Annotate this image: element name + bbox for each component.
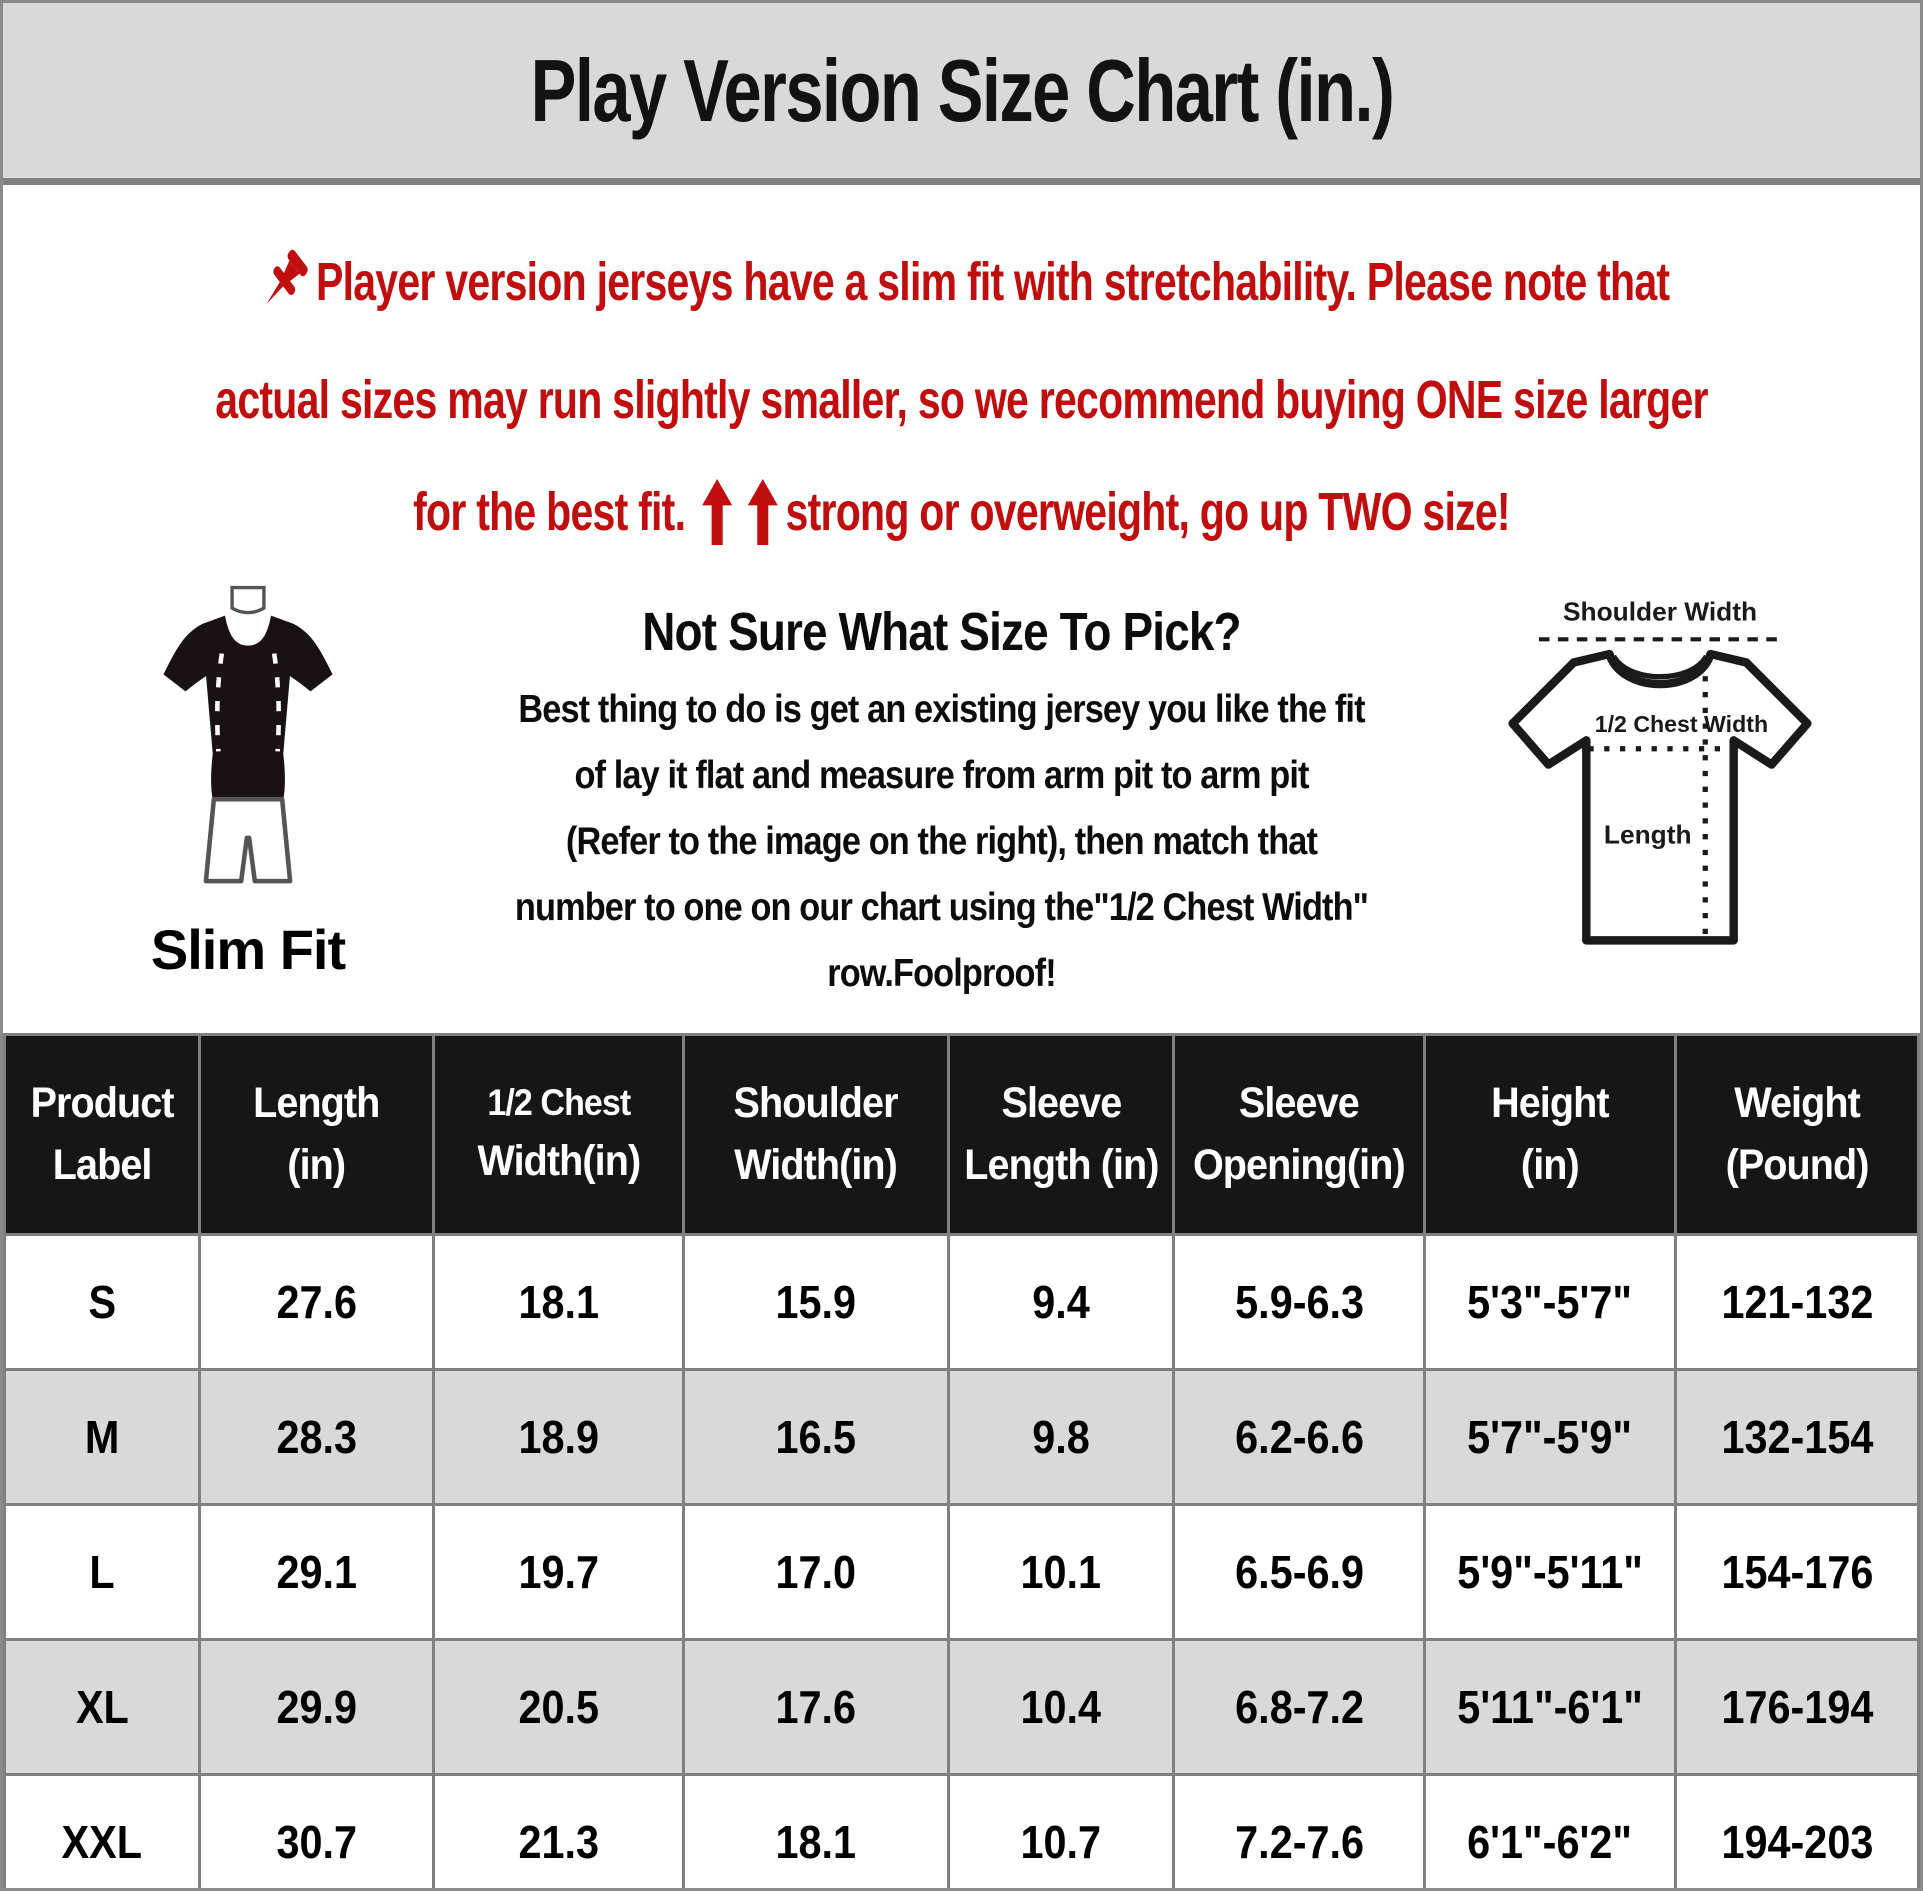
- cell: 17.6: [682, 1637, 950, 1776]
- size-help-line: row.Foolproof!: [827, 951, 1056, 995]
- cell: 6.5-6.9: [1172, 1502, 1427, 1641]
- cell: 121-132: [1673, 1232, 1920, 1371]
- cell: XL: [3, 1637, 202, 1776]
- up-arrow-icon: [702, 479, 733, 545]
- up-arrow-icon: [747, 479, 778, 545]
- cell: 5.9-6.3: [1172, 1232, 1427, 1371]
- size-help-line: Best thing to do is get an existing jers…: [518, 688, 1365, 731]
- cell: 5'3"-5'7": [1423, 1232, 1677, 1371]
- cell: 194-203: [1673, 1772, 1920, 1888]
- cell: 18.9: [431, 1367, 686, 1506]
- cell: 18.1: [431, 1232, 686, 1371]
- notice-text-1: Player version jerseys have a slim fit w…: [315, 252, 1670, 312]
- cell: 132-154: [1673, 1367, 1920, 1506]
- cell: 19.7: [431, 1502, 686, 1641]
- tee-diagram: Shoulder Width 1/2 Chest Width Length: [1480, 583, 1850, 993]
- cell: 6'1"-6'2": [1423, 1772, 1677, 1888]
- cell: 29.1: [198, 1502, 435, 1641]
- cell: XXL: [3, 1772, 202, 1888]
- notice-line-3: for the best fit. strong or overweight, …: [248, 479, 1675, 545]
- size-table: Product Label Length (in) 1/2 Chest Widt…: [3, 1032, 1920, 1888]
- page-title: Play Version Size Chart (in.): [530, 40, 1394, 140]
- pushpin-icon: [266, 249, 308, 305]
- table-row-xl: XL 29.9 20.5 17.6 10.4 6.8-7.2 5'11"-6'1…: [3, 1637, 1920, 1776]
- cell: 154-176: [1673, 1502, 1920, 1641]
- header-length: Length (in): [198, 1032, 435, 1236]
- cell: 176-194: [1673, 1637, 1920, 1776]
- shoulder-width-label: Shoulder Width: [1563, 596, 1757, 626]
- cell: S: [3, 1232, 202, 1371]
- slim-fit-jersey-icon: [163, 585, 333, 884]
- cell: 28.3: [198, 1367, 435, 1506]
- title-bar: Play Version Size Chart (in.): [3, 3, 1920, 185]
- cell: 18.1: [682, 1772, 950, 1888]
- header-product-label: Product Label: [3, 1032, 202, 1236]
- middle-section: Slim Fit Not Sure What Size To Pick? Bes…: [3, 575, 1920, 1033]
- notice-text-2: actual sizes may run slightly smaller, s…: [215, 370, 1708, 430]
- notice-text-3a: for the best fit.: [413, 482, 686, 542]
- cell: 10.4: [946, 1637, 1176, 1776]
- cell: 16.5: [682, 1367, 950, 1506]
- slim-fit-label: Slim Fit: [150, 918, 346, 981]
- table-row-s: S 27.6 18.1 15.9 9.4 5.9-6.3 5'3"-5'7" 1…: [3, 1232, 1920, 1371]
- size-help-line: (Refer to the image on the right), then …: [565, 819, 1318, 863]
- cell: L: [3, 1502, 202, 1641]
- table-header-row: Product Label Length (in) 1/2 Chest Widt…: [3, 1032, 1920, 1236]
- header-weight: Weight (Pound): [1673, 1032, 1920, 1236]
- table-row-xxl: XXL 30.7 21.3 18.1 10.7 7.2-7.6 6'1"-6'2…: [3, 1772, 1920, 1888]
- cell: 5'11"-6'1": [1423, 1637, 1677, 1776]
- size-help-line: number to one on our chart using the"1/2…: [514, 885, 1369, 929]
- notice-line-1: Player version jerseys have a slim fit w…: [248, 243, 1675, 321]
- cell: M: [3, 1367, 202, 1506]
- cell: 9.4: [946, 1232, 1176, 1371]
- size-help: Not Sure What Size To Pick? Best thing t…: [403, 583, 1480, 1007]
- cell: 10.7: [946, 1772, 1176, 1888]
- header-height: Height (in): [1423, 1032, 1677, 1236]
- cell: 7.2-7.6: [1172, 1772, 1427, 1888]
- cell: 17.0: [682, 1502, 950, 1641]
- cell: 9.8: [946, 1367, 1176, 1506]
- cell: 6.8-7.2: [1172, 1637, 1427, 1776]
- half-chest-label: 1/2 Chest Width: [1595, 711, 1768, 737]
- slim-fit-figure: Slim Fit: [93, 583, 403, 982]
- cell: 5'9"-5'11": [1423, 1502, 1677, 1641]
- header-shoulder-width: Shoulder Width(in): [682, 1032, 950, 1236]
- table-row-m: M 28.3 18.9 16.5 9.8 6.2-6.6 5'7"-5'9" 1…: [3, 1367, 1920, 1506]
- cell: 6.2-6.6: [1172, 1367, 1427, 1506]
- length-label: Length: [1604, 820, 1692, 850]
- cell: 30.7: [198, 1772, 435, 1888]
- table-row-l: L 29.1 19.7 17.0 10.1 6.5-6.9 5'9"-5'11"…: [3, 1502, 1920, 1641]
- header-sleeve-opening: Sleeve Opening(in): [1172, 1032, 1427, 1236]
- tee-measurement-icon: Shoulder Width 1/2 Chest Width Length: [1508, 596, 1812, 945]
- size-help-heading: Not Sure What Size To Pick?: [642, 602, 1241, 662]
- notice-line-2: actual sizes may run slightly smaller, s…: [215, 369, 1708, 431]
- cell: 29.9: [198, 1637, 435, 1776]
- cell: 15.9: [682, 1232, 950, 1371]
- cell: 21.3: [431, 1772, 686, 1888]
- header-sleeve-length: Sleeve Length (in): [946, 1032, 1176, 1236]
- cell: 5'7"-5'9": [1423, 1367, 1677, 1506]
- cell: 20.5: [431, 1637, 686, 1776]
- notice-text-3b: strong or overweight, go up TWO size!: [785, 482, 1511, 542]
- header-half-chest-width: 1/2 Chest Width(in): [431, 1032, 686, 1236]
- size-help-line: of lay it flat and measure from arm pit …: [574, 753, 1309, 797]
- cell: 10.1: [946, 1502, 1176, 1641]
- fit-notice: Player version jerseys have a slim fit w…: [3, 185, 1920, 575]
- cell: 27.6: [198, 1232, 435, 1371]
